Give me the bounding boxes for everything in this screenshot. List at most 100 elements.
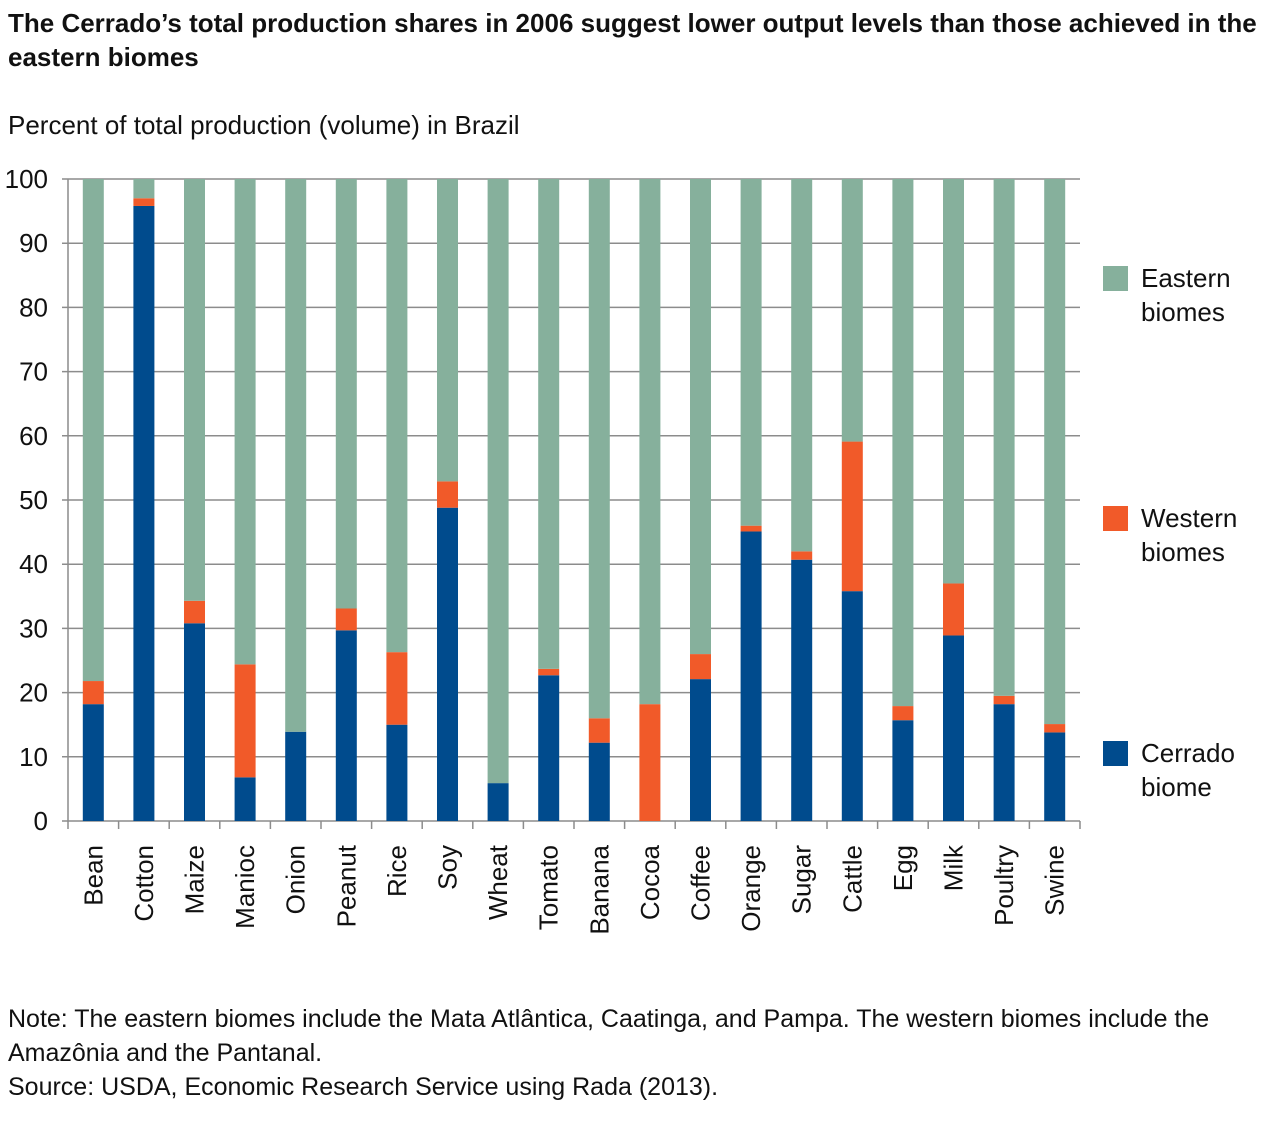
bar-cerrado-biome [1044,732,1066,821]
y-tick-label: 10 [19,742,48,772]
x-tick-label: Cattle [837,845,867,913]
bar-cerrado-biome [335,630,357,821]
note-text: Note: The eastern biomes include the Mat… [8,1005,1210,1067]
bar-western-biomes [538,668,560,676]
bar-eastern-biomes [82,179,104,682]
bar-cerrado-biome [487,783,509,821]
bar-cerrado-biome [690,679,711,821]
bar-cerrado-biome [943,635,964,821]
bar-cerrado-biome [588,742,610,821]
x-tick-label: Sugar [787,845,817,915]
chart-notes: Note: The eastern biomes include the Mat… [8,1002,1269,1104]
legend-label: biomes [1141,297,1225,327]
bar-cerrado-biome [82,704,104,821]
legend-label: biomes [1141,537,1225,567]
bar-eastern-biomes [133,179,155,199]
bar-eastern-biomes [1044,179,1066,725]
x-tick-label: Banana [584,844,614,934]
bar-cerrado-biome [234,777,256,821]
bar-eastern-biomes [386,179,408,653]
bar-eastern-biomes [538,179,560,669]
bar-western-biomes [841,441,863,592]
bar-eastern-biomes [690,179,711,655]
bar-western-biomes [993,695,1015,705]
bar-cerrado-biome [184,623,205,821]
x-tick-label: Orange [736,845,766,932]
bar-western-biomes [1044,724,1066,733]
x-tick-label: Wheat [483,844,513,920]
x-tick-label: Cotton [129,845,159,922]
x-tick-label: Poultry [989,845,1019,926]
y-tick-label: 30 [19,613,48,643]
bar-cerrado-biome [841,591,863,821]
bar-western-biomes [943,583,964,636]
bar-eastern-biomes [588,179,610,719]
chart-title: The Cerrado’s total production shares in… [8,8,1257,72]
legend-label: Eastern [1141,263,1231,293]
bar-western-biomes [791,551,813,560]
bar-western-biomes [184,600,205,624]
bar-eastern-biomes [285,179,307,732]
x-tick-label: Rice [382,845,412,897]
bar-eastern-biomes [234,179,256,665]
legend-swatch [1103,266,1128,291]
bar-cerrado-biome [437,507,458,821]
x-tick-label: Cocoa [635,844,665,920]
bar-cerrado-biome [791,559,813,821]
bar-eastern-biomes [892,179,914,707]
y-tick-label: 0 [34,806,48,836]
bar-eastern-biomes [740,179,762,526]
legend-label: biome [1141,772,1212,802]
bar-eastern-biomes [335,179,357,609]
bar-eastern-biomes [437,179,458,482]
bar-western-biomes [588,718,610,743]
legend-label: Cerrado [1141,738,1235,768]
bar-cerrado-biome [892,720,914,821]
bar-cerrado-biome [285,731,307,821]
bar-western-biomes [690,654,711,680]
x-tick-label: Onion [281,845,311,914]
y-tick-label: 20 [19,678,48,708]
x-tick-label: Coffee [686,845,716,921]
x-tick-label: Milk [939,844,969,891]
x-tick-label: Tomato [534,845,564,930]
bar-western-biomes [639,704,661,821]
bar-cerrado-biome [133,205,155,822]
x-tick-label: Manioc [230,845,260,929]
bar-western-biomes [437,481,458,508]
x-tick-label: Swine [1040,845,1070,916]
bar-eastern-biomes [791,179,813,552]
legend-swatch [1103,741,1128,766]
bar-eastern-biomes [841,179,863,442]
y-tick-label: 50 [19,485,48,515]
x-tick-label: Egg [888,845,918,891]
x-tick-label: Peanut [331,844,361,927]
x-tick-label: Maize [180,845,210,914]
y-tick-label: 90 [19,228,48,258]
bar-western-biomes [740,525,762,532]
bar-eastern-biomes [943,179,964,584]
y-tick-label: 40 [19,549,48,579]
y-tick-label: 80 [19,292,48,322]
bar-western-biomes [335,608,357,631]
legend-label: Western [1141,503,1237,533]
bar-eastern-biomes [639,179,661,705]
bar-cerrado-biome [740,531,762,821]
y-tick-label: 70 [19,357,48,387]
y-tick-label: 60 [19,421,48,451]
bar-cerrado-biome [386,724,408,821]
bar-western-biomes [386,652,408,725]
bar-western-biomes [133,198,155,206]
bar-cerrado-biome [993,704,1015,821]
legend-swatch [1103,506,1128,531]
x-tick-label: Soy [433,845,463,890]
y-tick-label: 100 [5,164,48,194]
bar-cerrado-biome [538,675,560,821]
bar-eastern-biomes [184,179,205,601]
bar-western-biomes [892,706,914,721]
chart-subtitle: Percent of total production (volume) in … [8,110,520,140]
bar-eastern-biomes [993,179,1015,696]
stacked-bar-chart: 0 10 20 30 40 50 60 70 80 90 100 Bean Cotton Maize Man… [5,164,1238,935]
source-text: Source: USDA, Economic Research Service … [8,1073,719,1101]
bar-eastern-biomes [487,179,509,784]
